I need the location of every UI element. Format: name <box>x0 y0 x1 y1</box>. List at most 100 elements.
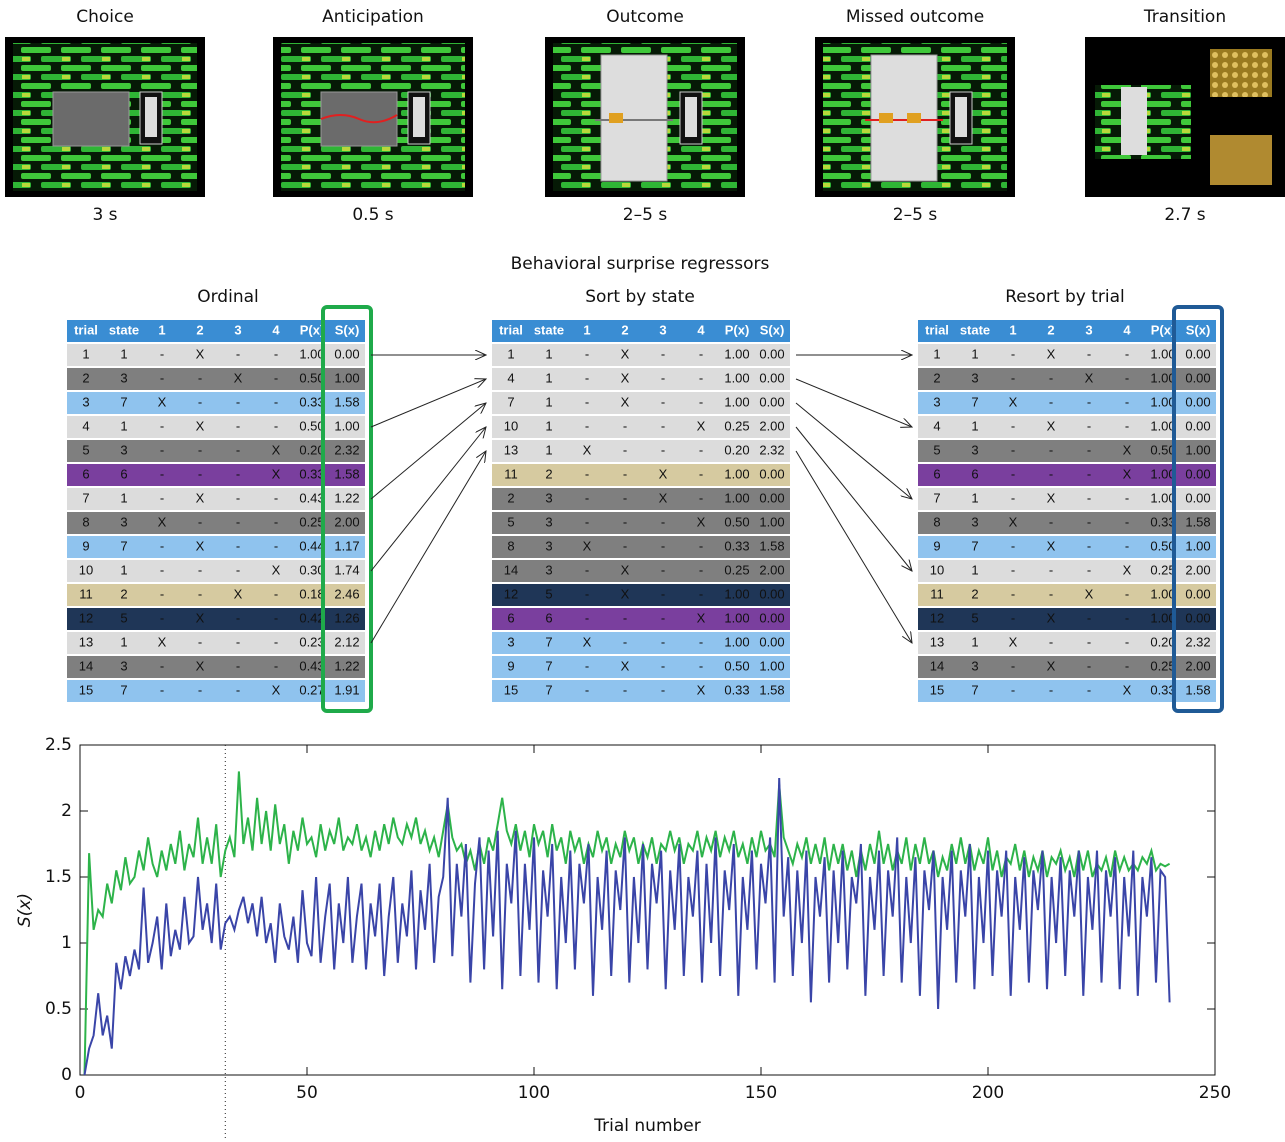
table-cell: X <box>196 490 205 505</box>
table-cell: - <box>236 538 240 553</box>
table-cell: 1 <box>545 370 552 385</box>
choice-panel <box>53 92 129 146</box>
table-cell: 7 <box>507 394 514 409</box>
table-cell: - <box>661 682 665 697</box>
table-cell: - <box>699 634 703 649</box>
table-cell: 1.00 <box>724 490 749 505</box>
table-cell: X <box>621 562 630 577</box>
table-cell: 7 <box>933 490 940 505</box>
table-cell: - <box>1011 370 1015 385</box>
table-cell: - <box>160 538 164 553</box>
table-cell: 1 <box>971 418 978 433</box>
table-cell: - <box>1087 418 1091 433</box>
coin <box>907 113 921 123</box>
table-cell: 7 <box>971 538 978 553</box>
table-cell: - <box>661 538 665 553</box>
x-tick-label: 100 <box>518 1083 550 1103</box>
table-cell: - <box>661 346 665 361</box>
table-cell: - <box>1125 586 1129 601</box>
x-tick-label: 0 <box>75 1083 86 1103</box>
table-cell: - <box>1011 466 1015 481</box>
table-cell: X <box>621 346 630 361</box>
x-tick-label: 200 <box>972 1083 1004 1103</box>
coin <box>879 113 893 123</box>
table-cell: 13 <box>79 634 93 649</box>
table-cell: - <box>585 418 589 433</box>
column-header: P(x) <box>725 322 750 337</box>
table-cell: 1 <box>545 442 552 457</box>
table-cell: X <box>1009 394 1018 409</box>
table-cell: 2.00 <box>1185 658 1210 673</box>
table-cell: - <box>1011 538 1015 553</box>
table-cell: 1 <box>971 346 978 361</box>
table-cell: 0.23 <box>299 634 324 649</box>
table-cell: 0.00 <box>759 394 784 409</box>
table-cell: 1.00 <box>724 466 749 481</box>
table-cell: 5 <box>82 442 89 457</box>
table-cell: - <box>1125 634 1129 649</box>
table-cell: - <box>1087 466 1091 481</box>
table-cell: 7 <box>971 682 978 697</box>
table-cell: X <box>1047 538 1056 553</box>
table-cell: 0.33 <box>1150 514 1175 529</box>
table-cell: - <box>623 682 627 697</box>
table-cell: 2.12 <box>334 634 359 649</box>
table-cell: 1.74 <box>334 562 359 577</box>
table-cell: X <box>196 658 205 673</box>
table-cell: 1.00 <box>1150 346 1175 361</box>
table-cell: 0.00 <box>759 370 784 385</box>
phase-duration: 2–5 s <box>623 205 668 225</box>
table-cell: 2.00 <box>759 562 784 577</box>
table-cell: X <box>234 370 243 385</box>
table-cell: - <box>623 442 627 457</box>
slot-window <box>413 97 425 137</box>
phase-label: Missed outcome <box>846 7 984 27</box>
table-cell: X <box>697 418 706 433</box>
table-cell: 14 <box>504 562 518 577</box>
table-cell: 1.91 <box>334 682 359 697</box>
table-cell: - <box>585 370 589 385</box>
table-cell: 0.27 <box>299 682 324 697</box>
phase-duration: 2.7 s <box>1164 205 1205 225</box>
table-cell: 1.22 <box>334 658 359 673</box>
table-cell: - <box>1049 442 1053 457</box>
arrow <box>796 427 912 571</box>
column-header: S(x) <box>760 322 785 337</box>
table-cell: 1.00 <box>1185 538 1210 553</box>
table-cell: X <box>1047 658 1056 673</box>
table-cell: 2 <box>545 466 552 481</box>
table-cell: 13 <box>504 442 518 457</box>
table-cell: 15 <box>79 682 93 697</box>
outcome-panel <box>1121 87 1147 155</box>
phase-label: Outcome <box>606 7 684 27</box>
column-header: 4 <box>272 322 280 337</box>
table-cell: 1.00 <box>1185 442 1210 457</box>
table-cell: 1.00 <box>1150 466 1175 481</box>
column-header: 2 <box>196 322 203 337</box>
table-cell: - <box>198 562 202 577</box>
table-cell: 8 <box>82 514 89 529</box>
table-cell: 0.43 <box>299 658 324 673</box>
table-cell: 0.00 <box>334 346 359 361</box>
table-cell: - <box>236 562 240 577</box>
table-cell: 0.00 <box>759 466 784 481</box>
table-cell: X <box>1123 682 1132 697</box>
table-cell: 5 <box>545 586 552 601</box>
table-cell: X <box>1047 610 1056 625</box>
slot-window <box>145 97 157 137</box>
table-cell: 3 <box>120 514 127 529</box>
table-cell: - <box>1087 634 1091 649</box>
table-cell: X <box>196 538 205 553</box>
x-tick-label: 150 <box>745 1083 777 1103</box>
table-cell: 1 <box>545 394 552 409</box>
table-cell: - <box>236 442 240 457</box>
table-cell: 0.50 <box>1150 442 1175 457</box>
table-cell: X <box>621 394 630 409</box>
table-cell: - <box>1087 490 1091 505</box>
table-cell: 1.00 <box>759 658 784 673</box>
table-cell: 10 <box>79 562 93 577</box>
table-cell: - <box>1011 682 1015 697</box>
table-cell: X <box>659 490 668 505</box>
table-cell: - <box>623 466 627 481</box>
table-cell: - <box>585 610 589 625</box>
